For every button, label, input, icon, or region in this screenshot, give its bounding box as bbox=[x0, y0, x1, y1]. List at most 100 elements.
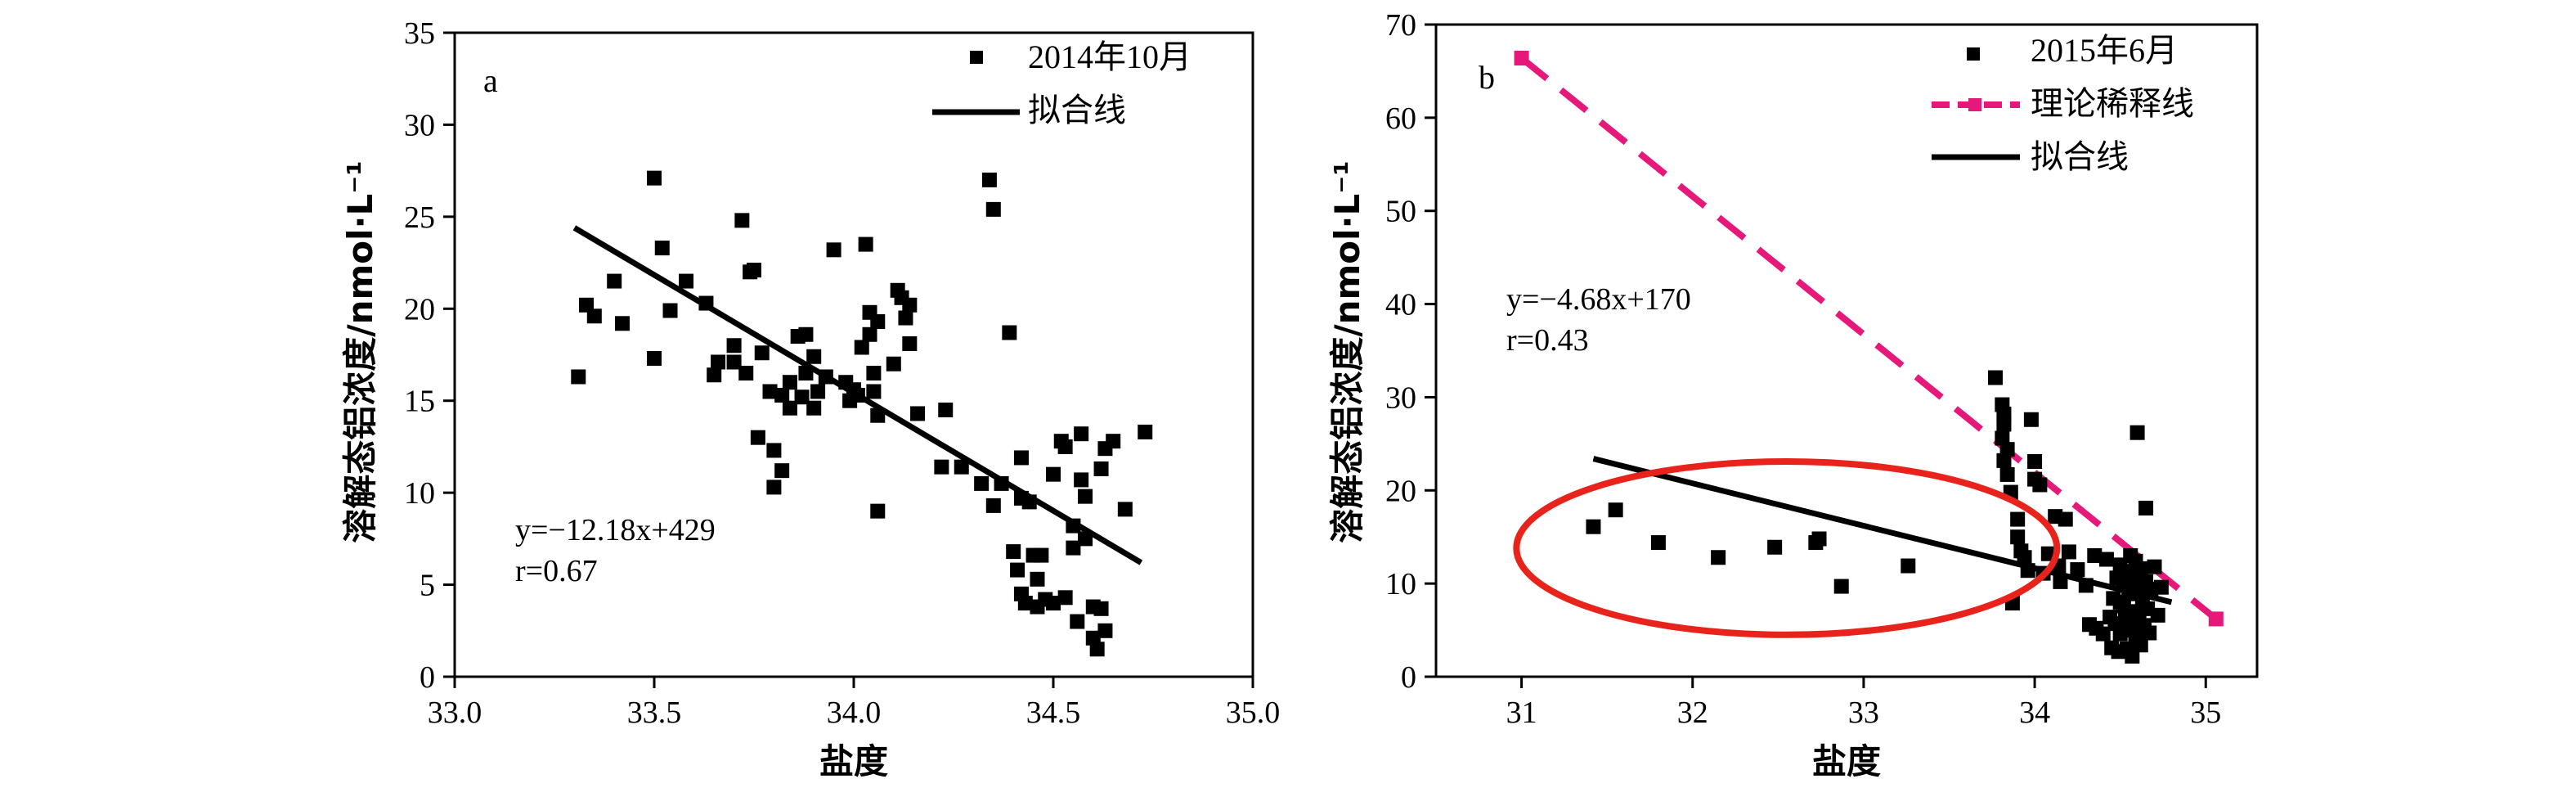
data-point bbox=[806, 349, 822, 364]
data-point bbox=[1650, 535, 1666, 551]
x-tick-label: 35 bbox=[2190, 696, 2221, 730]
data-point bbox=[1811, 531, 1827, 547]
data-point bbox=[586, 308, 602, 324]
fit-line bbox=[1592, 456, 2173, 606]
y-tick-label: 15 bbox=[404, 385, 435, 419]
x-tick-label: 31 bbox=[1506, 696, 1537, 730]
data-point bbox=[870, 408, 886, 423]
data-point bbox=[1996, 453, 2012, 468]
data-point bbox=[774, 463, 790, 479]
data-point bbox=[782, 375, 797, 390]
panel-a-x-axis: 33.0 33.5 34.0 34.5 35.0 bbox=[428, 677, 1280, 730]
data-point bbox=[1066, 540, 1081, 556]
data-point bbox=[954, 459, 969, 475]
data-point bbox=[647, 170, 662, 186]
data-point bbox=[1057, 590, 1073, 606]
y-tick-label: 25 bbox=[404, 200, 435, 235]
data-point bbox=[2087, 547, 2103, 563]
data-point bbox=[2112, 594, 2128, 610]
dilution-line-endpoint bbox=[2208, 611, 2224, 627]
panel-a-legend: 2014年10月 拟合线 bbox=[932, 38, 1192, 128]
data-point bbox=[766, 443, 782, 458]
y-tick-label: 5 bbox=[420, 569, 435, 603]
panel-a-correlation: r=0.67 bbox=[515, 554, 598, 588]
data-point bbox=[726, 338, 742, 353]
data-point bbox=[2129, 425, 2145, 440]
data-point bbox=[1057, 439, 1073, 454]
data-point bbox=[985, 498, 1001, 513]
data-point bbox=[698, 295, 714, 311]
data-point bbox=[654, 241, 670, 256]
panel-a-equation: y=−12.18x+429 bbox=[515, 513, 716, 547]
panel-b-plot-frame bbox=[1434, 23, 2259, 678]
data-point bbox=[1999, 442, 2015, 457]
data-point bbox=[2147, 559, 2162, 574]
data-point bbox=[806, 400, 822, 416]
data-point bbox=[870, 503, 886, 519]
data-point bbox=[2142, 625, 2157, 641]
data-point bbox=[734, 213, 750, 228]
data-point bbox=[1608, 502, 1623, 518]
data-point bbox=[1006, 544, 1021, 560]
panel-b-highlight-layer bbox=[1513, 457, 2061, 638]
data-point bbox=[1010, 562, 1025, 578]
data-point bbox=[981, 172, 997, 187]
data-point bbox=[747, 263, 761, 278]
panel-b-y-axis: 0 10 20 30 40 50 60 70 bbox=[1385, 8, 1436, 695]
data-point bbox=[794, 389, 810, 405]
data-point bbox=[1078, 531, 1093, 547]
data-point bbox=[850, 387, 865, 403]
data-point bbox=[707, 367, 722, 383]
highlight-ellipse bbox=[1513, 457, 2061, 638]
data-point bbox=[938, 402, 954, 417]
y-tick-label: 0 bbox=[1401, 660, 1416, 695]
data-point bbox=[862, 326, 877, 342]
data-point bbox=[994, 475, 1009, 491]
data-point bbox=[1030, 571, 1045, 587]
data-point bbox=[1074, 426, 1089, 442]
y-tick-label: 20 bbox=[404, 292, 435, 326]
panel-b-points bbox=[1586, 370, 2169, 664]
x-tick-label: 33 bbox=[1848, 696, 1879, 730]
legend-marker-dilution-square bbox=[1968, 98, 1981, 111]
data-point bbox=[647, 350, 662, 366]
data-point bbox=[750, 430, 765, 445]
data-point bbox=[1046, 596, 1061, 611]
data-point bbox=[798, 365, 814, 380]
data-point bbox=[886, 356, 901, 371]
y-tick-label: 10 bbox=[1385, 567, 1416, 601]
data-point bbox=[974, 475, 990, 491]
panel-a-y-axis: 0 5 10 15 20 25 30 35 bbox=[404, 16, 455, 695]
data-point bbox=[2098, 552, 2114, 567]
data-point bbox=[1901, 558, 1916, 574]
panel-b: 31 32 33 34 35 0 10 20 30 40 50 60 70 b 盐度 溶解态铝浓度/n… bbox=[1327, 8, 2259, 781]
data-point bbox=[766, 480, 782, 495]
data-point bbox=[1138, 424, 1153, 439]
panel-b-x-axis-title: 盐度 bbox=[1812, 741, 1881, 781]
data-point bbox=[1074, 472, 1089, 488]
y-tick-label: 20 bbox=[1385, 474, 1416, 508]
y-tick-label: 30 bbox=[404, 108, 435, 142]
y-tick-label: 35 bbox=[404, 16, 435, 51]
data-point bbox=[2070, 562, 2085, 578]
y-tick-label: 50 bbox=[1385, 195, 1416, 229]
data-point bbox=[1711, 550, 1726, 565]
legend-label-fit-b: 拟合线 bbox=[2031, 138, 2129, 175]
panel-b-label: b bbox=[1479, 59, 1495, 96]
data-point bbox=[1013, 490, 1029, 506]
data-point bbox=[2017, 550, 2032, 565]
data-point bbox=[902, 336, 918, 352]
data-point bbox=[798, 326, 814, 342]
data-point bbox=[2078, 578, 2094, 593]
data-point bbox=[826, 242, 841, 258]
data-point bbox=[2126, 572, 2142, 588]
data-point bbox=[1117, 502, 1133, 517]
data-point bbox=[2053, 574, 2068, 589]
x-tick-label: 32 bbox=[1677, 696, 1708, 730]
data-point bbox=[1996, 417, 2012, 432]
legend-label-dilution: 理论稀释线 bbox=[2031, 85, 2194, 122]
legend-marker-2014-10 bbox=[970, 51, 983, 64]
data-point bbox=[866, 384, 882, 399]
panel-a-y-axis-title: 溶解态铝浓度/nmol·L⁻¹ bbox=[340, 160, 380, 543]
